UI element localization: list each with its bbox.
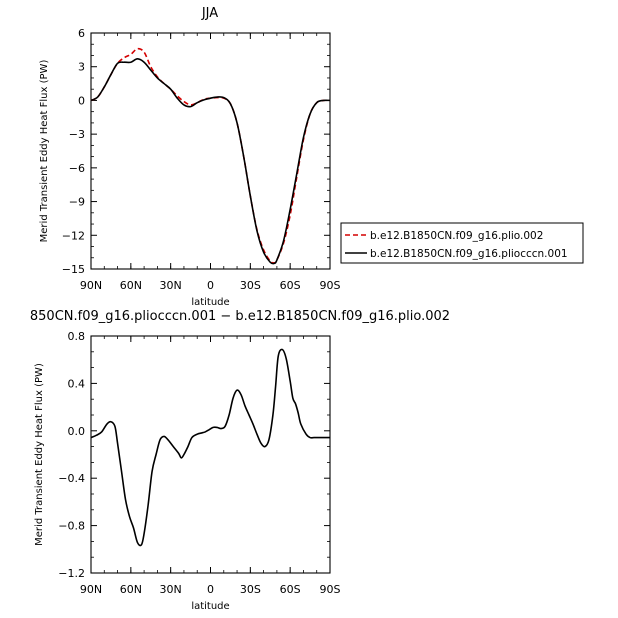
x-tick-label: 0 [207, 583, 214, 596]
x-tick-label: 30S [240, 279, 261, 292]
y-axis-label: Merid Transient Eddy Heat Flux (PW) [34, 363, 45, 546]
x-tick-label: 60S [280, 583, 301, 596]
x-tick-label: 60N [120, 583, 142, 596]
y-tick-label: 3 [78, 61, 85, 74]
x-tick-label: 0 [207, 279, 214, 292]
chart-title: 850CN.f09_g16.pliocccn.001 − b.e12.B1850… [30, 309, 450, 324]
y-tick-label: 0.0 [68, 425, 86, 438]
x-tick-label: 60N [120, 279, 142, 292]
x-tick-label: 90N [80, 583, 102, 596]
y-tick-label: −6 [69, 162, 85, 175]
y-tick-label: 6 [78, 27, 85, 40]
y-tick-label: 0.4 [68, 377, 86, 390]
y-tick-label: −3 [69, 128, 85, 141]
plot-frame [90, 335, 331, 574]
chart-title: JJA [201, 6, 218, 21]
x-tick-label: 30S [240, 583, 261, 596]
y-tick-label: 0.8 [68, 330, 86, 343]
y-axis-label: Merid Transient Eddy Heat Flux (PW) [39, 60, 50, 243]
x-tick-label: 90N [80, 279, 102, 292]
y-tick-label: −9 [69, 196, 85, 209]
y-tick-label: −0.4 [58, 472, 85, 485]
y-tick-label: −1.2 [58, 567, 85, 580]
plot-frame [90, 32, 331, 270]
x-tick-label: 90S [320, 583, 341, 596]
series-line-1 [90, 47, 331, 264]
x-axis-label: latitude [191, 297, 229, 308]
legend-label: b.e12.B1850CN.f09_g16.pliocccn.001 [370, 248, 568, 260]
y-tick-label: −0.8 [58, 520, 85, 533]
y-tick-label: −15 [62, 263, 85, 276]
series-line-2 [90, 58, 331, 265]
legend-label: b.e12.B1850CN.f09_g16.plio.002 [370, 230, 543, 242]
x-tick-label: 30N [160, 583, 182, 596]
x-tick-label: 90S [320, 279, 341, 292]
legend-box [340, 222, 584, 264]
x-tick-label: 30N [160, 279, 182, 292]
y-tick-label: −12 [62, 229, 85, 242]
x-axis-label: latitude [191, 601, 229, 612]
y-tick-label: 0 [78, 94, 85, 107]
x-tick-label: 60S [280, 279, 301, 292]
series-line-1 [90, 348, 330, 547]
